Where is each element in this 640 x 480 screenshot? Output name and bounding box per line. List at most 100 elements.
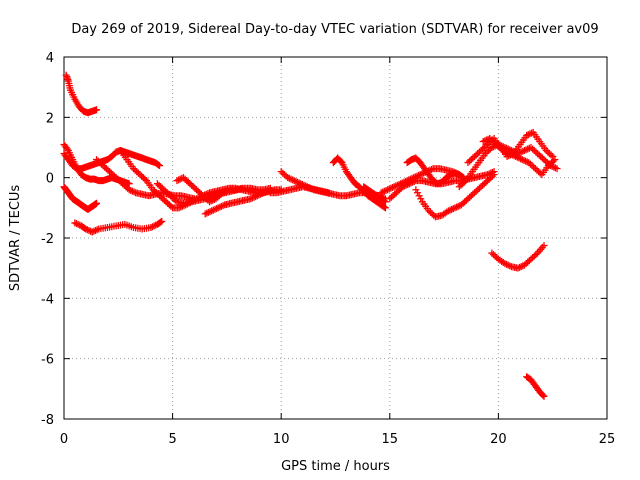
data-point	[380, 203, 388, 211]
data-point	[477, 147, 485, 155]
data-point	[428, 210, 436, 218]
data-point	[524, 131, 532, 139]
data-point	[93, 156, 101, 164]
data-point	[464, 195, 472, 203]
data-point	[248, 194, 256, 202]
data-point	[91, 226, 99, 234]
data-point	[386, 195, 394, 203]
data-point	[525, 144, 533, 152]
data-point	[527, 255, 535, 263]
data-point	[382, 186, 390, 194]
data-point	[491, 139, 499, 147]
data-point	[464, 159, 472, 167]
data-point	[82, 225, 90, 233]
y-tick-label: 0	[46, 172, 54, 187]
data-point	[170, 195, 178, 203]
data-point	[490, 171, 498, 179]
data-point	[488, 172, 496, 180]
data-point	[545, 150, 553, 158]
data-point	[546, 160, 554, 168]
data-point	[520, 147, 528, 155]
data-point	[513, 153, 521, 161]
data-point	[153, 180, 161, 188]
series-arc-15	[377, 165, 463, 197]
data-point	[138, 172, 146, 180]
data-point	[97, 160, 105, 168]
data-point	[477, 183, 485, 191]
data-point	[535, 168, 543, 176]
data-point	[509, 151, 517, 159]
data-point	[484, 135, 492, 143]
data-point	[466, 193, 474, 201]
data-point	[130, 188, 138, 196]
data-point	[134, 169, 142, 177]
data-point	[213, 205, 221, 213]
data-point	[149, 223, 157, 231]
data-point	[394, 187, 402, 195]
data-point	[280, 171, 288, 179]
data-point	[475, 184, 483, 192]
data-point	[430, 211, 438, 219]
x-tick-label: 10	[273, 432, 290, 447]
data-point	[122, 183, 130, 191]
data-point	[418, 170, 426, 178]
data-point	[522, 157, 530, 165]
data-point	[551, 164, 559, 172]
axis-ticks: 0 5 10 15 20 25 -8 -6 -4 -2 0 2 4	[41, 51, 615, 447]
data-point	[181, 175, 189, 183]
data-point	[472, 151, 480, 159]
data-point	[74, 220, 82, 228]
data-point	[532, 148, 540, 156]
chart-title: Day 269 of 2019, Sidereal Day-to-day VTE…	[71, 22, 598, 37]
data-point	[160, 186, 168, 194]
data-point	[507, 150, 515, 158]
data-point	[522, 146, 530, 154]
x-tick-label: 15	[382, 432, 399, 447]
data-point	[407, 179, 415, 187]
data-point	[212, 195, 220, 203]
data-point	[535, 151, 543, 159]
data-point	[544, 162, 552, 170]
data-point	[188, 181, 196, 189]
data-point	[139, 174, 147, 182]
data-point	[173, 177, 181, 185]
data-point	[216, 203, 224, 211]
data-point	[158, 184, 166, 192]
data-point	[188, 197, 196, 205]
data-point	[529, 254, 537, 262]
data-point	[499, 147, 507, 155]
data-point	[548, 159, 556, 167]
data-point	[481, 137, 489, 145]
data-point	[532, 251, 540, 259]
data-point	[461, 198, 469, 206]
data-point	[119, 180, 127, 188]
data-point	[125, 186, 133, 194]
data-point	[158, 217, 166, 225]
data-point	[101, 163, 109, 171]
data-point	[192, 186, 200, 194]
data-point	[544, 148, 552, 156]
data-point	[410, 177, 418, 185]
data-point	[168, 193, 176, 201]
data-point	[155, 181, 163, 189]
data-point	[494, 142, 502, 150]
data-point	[526, 160, 534, 168]
data-point	[483, 148, 491, 156]
data-point	[520, 156, 528, 164]
series-arc-4	[60, 183, 101, 213]
data-point	[525, 257, 533, 265]
data-point	[467, 192, 475, 200]
series-arc-18	[412, 171, 498, 221]
data-point	[184, 178, 192, 186]
data-point	[474, 150, 482, 158]
grid	[64, 57, 607, 419]
data-point	[530, 252, 538, 260]
data-point	[530, 163, 538, 171]
data-point	[516, 263, 524, 271]
data-point	[449, 205, 457, 213]
data-point	[536, 169, 544, 177]
data-point	[517, 155, 525, 163]
data-point	[196, 189, 204, 197]
data-point	[512, 153, 520, 161]
data-point	[284, 174, 292, 182]
